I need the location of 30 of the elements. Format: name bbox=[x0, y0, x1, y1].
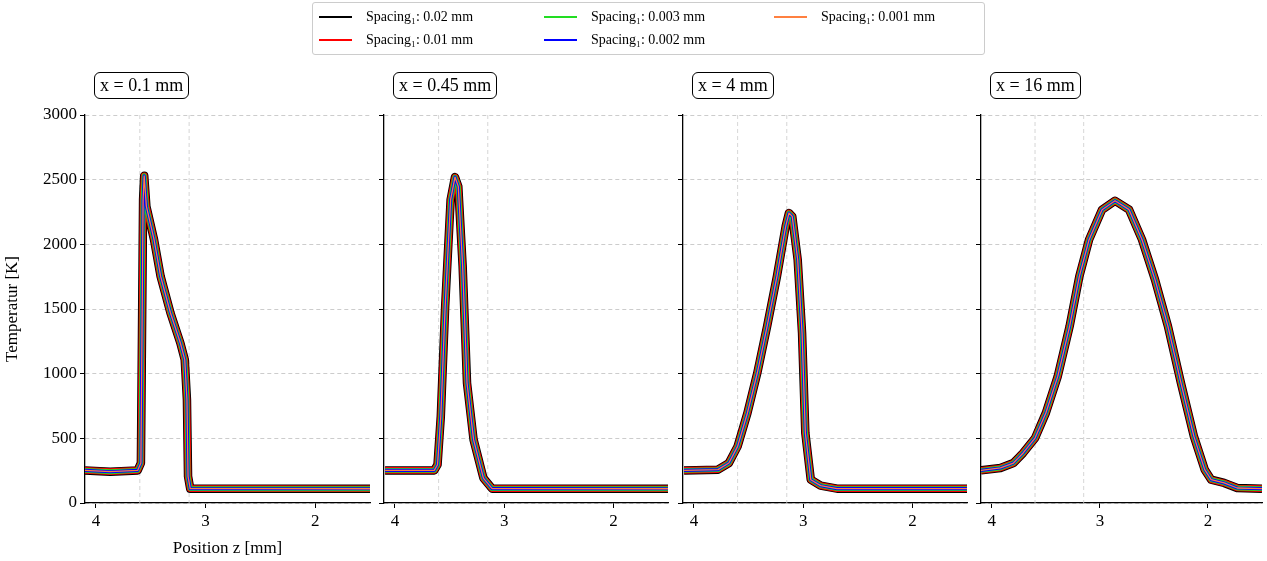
chart-title: x = 0.1 mm bbox=[94, 72, 190, 99]
chart-title: x = 4 mm bbox=[692, 72, 774, 99]
x-tick-label: 2 bbox=[609, 510, 618, 530]
y-tick-label: 1000 bbox=[43, 363, 77, 383]
y-axis-title: Temperatur [K] bbox=[1, 256, 21, 362]
legend-label: Spacing₁: 0.002 mm bbox=[591, 31, 706, 48]
x-axis-title: Position z [mm] bbox=[172, 538, 283, 558]
y-tick-label: 3000 bbox=[43, 104, 77, 124]
legend-label: Spacing₁: 0.01 mm bbox=[366, 31, 474, 48]
legend-label: Spacing₁: 0.001 mm bbox=[821, 9, 936, 26]
x-tick-label: 3 bbox=[499, 510, 509, 530]
y-tick-label: 500 bbox=[51, 427, 77, 447]
x-tick-label: 4 bbox=[91, 510, 101, 530]
x-tick-label: 4 bbox=[390, 510, 400, 530]
x-tick-label: 2 bbox=[1203, 510, 1213, 530]
chart-title: x = 16 mm bbox=[990, 72, 1081, 99]
legend-label: Spacing₁: 0.003 mm bbox=[591, 9, 706, 26]
y-tick-label: 1500 bbox=[43, 298, 77, 318]
legend-label: Spacing₁: 0.02 mm bbox=[366, 9, 474, 26]
x-tick-label: 3 bbox=[201, 510, 210, 530]
x-tick-label: 2 bbox=[908, 510, 917, 530]
x-tick-label: 4 bbox=[987, 510, 997, 530]
x-tick-label: 3 bbox=[1095, 510, 1105, 530]
chart-title: x = 0.45 mm bbox=[393, 72, 498, 99]
y-tick-label: 2500 bbox=[43, 169, 77, 189]
x-tick-label: 2 bbox=[310, 510, 320, 530]
x-tick-label: 4 bbox=[689, 510, 699, 530]
x-tick-label: 3 bbox=[798, 510, 808, 530]
y-tick-label: 2000 bbox=[43, 233, 77, 253]
y-tick-label: 0 bbox=[68, 492, 77, 512]
